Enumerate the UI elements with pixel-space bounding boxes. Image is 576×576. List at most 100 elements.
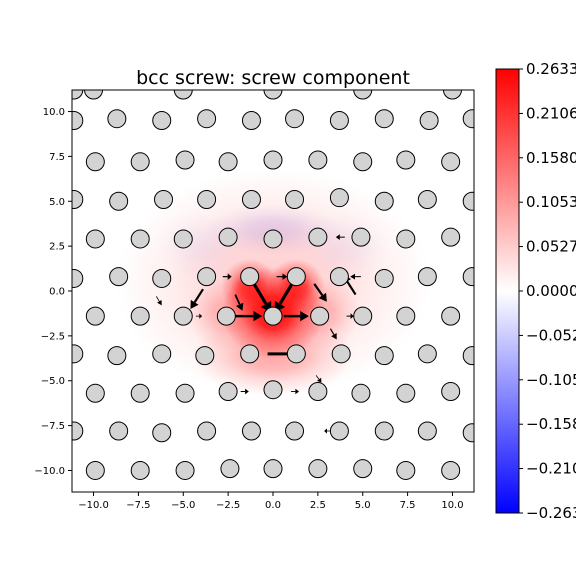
x-tick-label: 5.0 bbox=[355, 500, 371, 511]
atom bbox=[263, 90, 283, 100]
displacement-arrow bbox=[222, 273, 232, 280]
atom bbox=[351, 383, 371, 403]
atom bbox=[263, 229, 283, 249]
atom bbox=[419, 111, 439, 131]
atom bbox=[152, 268, 172, 288]
atom bbox=[173, 306, 193, 326]
x-tick-label: −10.0 bbox=[78, 500, 109, 511]
atom bbox=[285, 421, 305, 441]
atom bbox=[107, 346, 127, 366]
atom bbox=[197, 109, 217, 129]
atom bbox=[374, 191, 394, 211]
displacement-arrow bbox=[283, 310, 309, 322]
atom bbox=[195, 346, 215, 366]
atom bbox=[220, 459, 240, 479]
atom bbox=[72, 189, 84, 209]
atom bbox=[240, 267, 260, 287]
atom bbox=[85, 383, 105, 403]
colorbar-tick-label: −0.1053 bbox=[526, 371, 576, 389]
displacement-arrow bbox=[335, 234, 345, 241]
atom bbox=[441, 152, 461, 172]
displacement-arrow bbox=[324, 428, 331, 434]
atom bbox=[396, 150, 416, 170]
x-tick-label: 10.0 bbox=[441, 500, 463, 511]
atom bbox=[441, 460, 461, 480]
y-tick-label: 0.0 bbox=[49, 287, 65, 298]
displacement-arrow bbox=[350, 273, 361, 280]
atom bbox=[417, 189, 437, 209]
atom bbox=[353, 459, 373, 479]
displacement-arrow bbox=[276, 273, 288, 280]
atom bbox=[329, 188, 349, 208]
atom bbox=[109, 191, 129, 211]
atom bbox=[462, 423, 474, 443]
atom bbox=[130, 306, 150, 326]
atom bbox=[374, 346, 394, 366]
atom bbox=[462, 267, 474, 287]
atom bbox=[462, 191, 474, 211]
colorbar-tick-label: 0.0000 bbox=[526, 282, 576, 300]
atom bbox=[263, 150, 283, 170]
atom bbox=[175, 150, 195, 170]
atom bbox=[285, 189, 305, 209]
atom bbox=[72, 268, 84, 288]
atom bbox=[396, 460, 416, 480]
atom bbox=[84, 90, 104, 100]
atoms bbox=[72, 90, 474, 480]
atom bbox=[107, 109, 127, 129]
y-tick-label: 5.0 bbox=[49, 197, 65, 208]
atom bbox=[331, 344, 351, 364]
displacement-arrow bbox=[235, 310, 263, 322]
x-tick-label: −7.5 bbox=[126, 500, 150, 511]
y-tick-label: 7.5 bbox=[49, 152, 65, 163]
atom bbox=[308, 227, 328, 247]
atom bbox=[462, 346, 474, 366]
atom bbox=[396, 229, 416, 249]
atom bbox=[417, 344, 437, 364]
x-tick-label: 7.5 bbox=[400, 500, 416, 511]
atom bbox=[72, 421, 84, 441]
displacement-arrow bbox=[290, 388, 300, 395]
atom bbox=[441, 227, 461, 247]
atom bbox=[152, 423, 172, 443]
atom bbox=[441, 306, 461, 326]
y-tick-label: −7.5 bbox=[41, 421, 65, 432]
y-tick-label: 10.0 bbox=[43, 107, 65, 118]
displacement-arrow bbox=[190, 288, 204, 309]
atom bbox=[417, 421, 437, 441]
atom bbox=[263, 306, 283, 326]
atom bbox=[286, 267, 306, 287]
atom bbox=[396, 306, 416, 326]
displacement-arrow bbox=[240, 388, 249, 395]
atom bbox=[85, 229, 105, 249]
colorbar-tick-label: 0.1053 bbox=[526, 193, 576, 211]
y-tick-label: −10.0 bbox=[34, 466, 65, 477]
atom bbox=[218, 227, 238, 247]
colorbar-tick-label: 0.2106 bbox=[526, 104, 576, 122]
atom bbox=[286, 344, 306, 364]
atom bbox=[173, 90, 193, 100]
x-tick-label: 0.0 bbox=[265, 500, 281, 511]
y-tick-label: −2.5 bbox=[41, 331, 65, 342]
atom bbox=[152, 344, 172, 364]
x-tick-label: 2.5 bbox=[310, 500, 326, 511]
colorbar: 0.2633 0.2106 0.1580 0.1053 0.0527 0.0000 −0.0… bbox=[495, 60, 576, 522]
displacement-arrow bbox=[315, 375, 322, 383]
atom bbox=[353, 90, 373, 100]
x-tick-label: −5.0 bbox=[171, 500, 195, 511]
atom bbox=[285, 109, 305, 129]
y-tick-label: −5.0 bbox=[41, 376, 65, 387]
atom bbox=[353, 152, 373, 172]
colorbar-tick-label: 0.0527 bbox=[526, 238, 576, 256]
atom bbox=[109, 267, 129, 287]
colorbar-gradient bbox=[496, 69, 519, 513]
atom bbox=[85, 152, 105, 172]
atom bbox=[329, 421, 349, 441]
atom bbox=[152, 111, 172, 131]
atom bbox=[310, 306, 330, 326]
atom bbox=[308, 150, 328, 170]
colorbar-ticks: 0.2633 0.2106 0.1580 0.1053 0.0527 0.0000 −0.0… bbox=[519, 60, 576, 522]
x-tick-label: −2.5 bbox=[216, 500, 240, 511]
atom bbox=[109, 421, 129, 441]
